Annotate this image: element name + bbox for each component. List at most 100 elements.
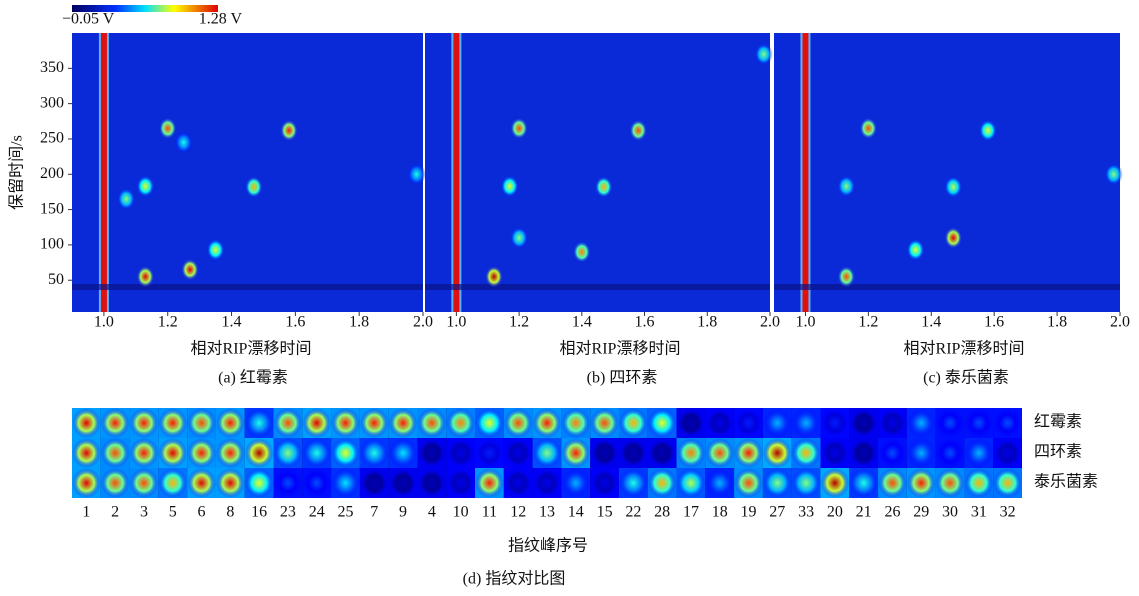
column-label: 5 — [169, 504, 177, 521]
cell — [302, 408, 332, 438]
peak — [510, 117, 529, 140]
column-label: 10 — [453, 504, 469, 521]
cell — [475, 438, 504, 468]
column-label: 2 — [111, 504, 119, 521]
cell — [503, 468, 533, 498]
cell — [647, 408, 677, 438]
column-label: 18 — [712, 504, 728, 521]
row-label: 泰乐菌素 — [1034, 473, 1098, 491]
cell — [906, 408, 936, 438]
x-axis-label: 相对RIP漂移时间 — [560, 340, 681, 358]
column-label: 14 — [568, 504, 584, 521]
peak — [136, 175, 155, 198]
column-label: 32 — [1000, 504, 1016, 521]
column-label: 12 — [510, 504, 526, 521]
peak — [117, 187, 136, 210]
peak — [572, 240, 591, 263]
cell — [964, 468, 994, 498]
colorbar-label: −0.05 V — [62, 11, 115, 28]
x-tick-label: 1.0 — [795, 314, 815, 331]
cell — [647, 438, 677, 468]
cell — [618, 408, 648, 438]
cell — [417, 438, 447, 468]
cell — [273, 468, 303, 498]
cell — [100, 468, 130, 498]
cell — [561, 468, 591, 498]
cell — [705, 408, 735, 438]
peak — [174, 131, 193, 154]
cell — [72, 438, 101, 468]
column-label: 11 — [482, 504, 497, 521]
y-tick-label: 150 — [40, 200, 64, 217]
cell — [503, 438, 533, 468]
cell — [359, 468, 389, 498]
cell — [244, 438, 274, 468]
row-label: 红霉素 — [1034, 413, 1082, 431]
cell — [878, 408, 907, 438]
peak — [978, 119, 997, 142]
colorbar-label: 1.28 V — [199, 11, 243, 28]
cell — [72, 408, 101, 438]
y-tick-label: 350 — [40, 59, 64, 76]
panel-title: (a) 红霉素 — [218, 369, 288, 387]
x-tick-label: 1.4 — [222, 314, 242, 331]
cell — [791, 438, 821, 468]
plot-area — [774, 33, 1120, 312]
column-label: 27 — [769, 504, 785, 521]
cell — [993, 468, 1023, 498]
column-label: 22 — [625, 504, 641, 521]
peak — [837, 265, 856, 288]
column-label: 8 — [226, 504, 234, 521]
peak — [244, 175, 263, 198]
panel-title: (b) 四环素 — [587, 369, 658, 387]
cell — [590, 438, 619, 468]
peak — [906, 238, 925, 261]
cell — [762, 438, 792, 468]
column-label: 3 — [140, 504, 148, 521]
x-tick-label: 1.2 — [858, 314, 878, 331]
column-label: 17 — [683, 504, 699, 521]
cell — [935, 408, 965, 438]
cell — [331, 468, 360, 498]
y-tick-label: 50 — [48, 271, 64, 288]
column-label: 4 — [428, 504, 436, 521]
cell — [705, 468, 735, 498]
cell — [532, 438, 562, 468]
column-label: 9 — [399, 504, 407, 521]
cell — [935, 468, 965, 498]
column-label: 15 — [597, 504, 613, 521]
cell — [618, 468, 648, 498]
x-tick-label: 1.8 — [1047, 314, 1067, 331]
baseline-band — [774, 284, 1120, 290]
cell — [532, 408, 562, 438]
cell — [446, 438, 476, 468]
y-tick-label: 300 — [40, 94, 64, 111]
peak — [500, 175, 519, 198]
x-tick-label: 1.0 — [446, 314, 466, 331]
cell — [906, 438, 936, 468]
peak — [859, 117, 878, 140]
cell — [993, 408, 1023, 438]
cell — [820, 408, 850, 438]
cell — [158, 438, 188, 468]
column-label: 28 — [654, 504, 670, 521]
cell — [820, 438, 850, 468]
cell — [734, 438, 763, 468]
x-tick-label: 1.4 — [572, 314, 592, 331]
cell — [359, 438, 389, 468]
cell — [878, 438, 907, 468]
x-tick-label: 1.6 — [984, 314, 1004, 331]
cell — [849, 468, 879, 498]
column-label: 7 — [370, 504, 378, 521]
cell — [100, 408, 130, 438]
cell — [417, 468, 447, 498]
cell — [849, 438, 879, 468]
peak — [754, 43, 773, 66]
cell — [187, 438, 216, 468]
colorbar — [72, 5, 218, 12]
x-tick-label: 2.0 — [413, 314, 433, 331]
x-tick-label: 1.8 — [349, 314, 369, 331]
cell — [129, 408, 159, 438]
cell — [446, 468, 476, 498]
